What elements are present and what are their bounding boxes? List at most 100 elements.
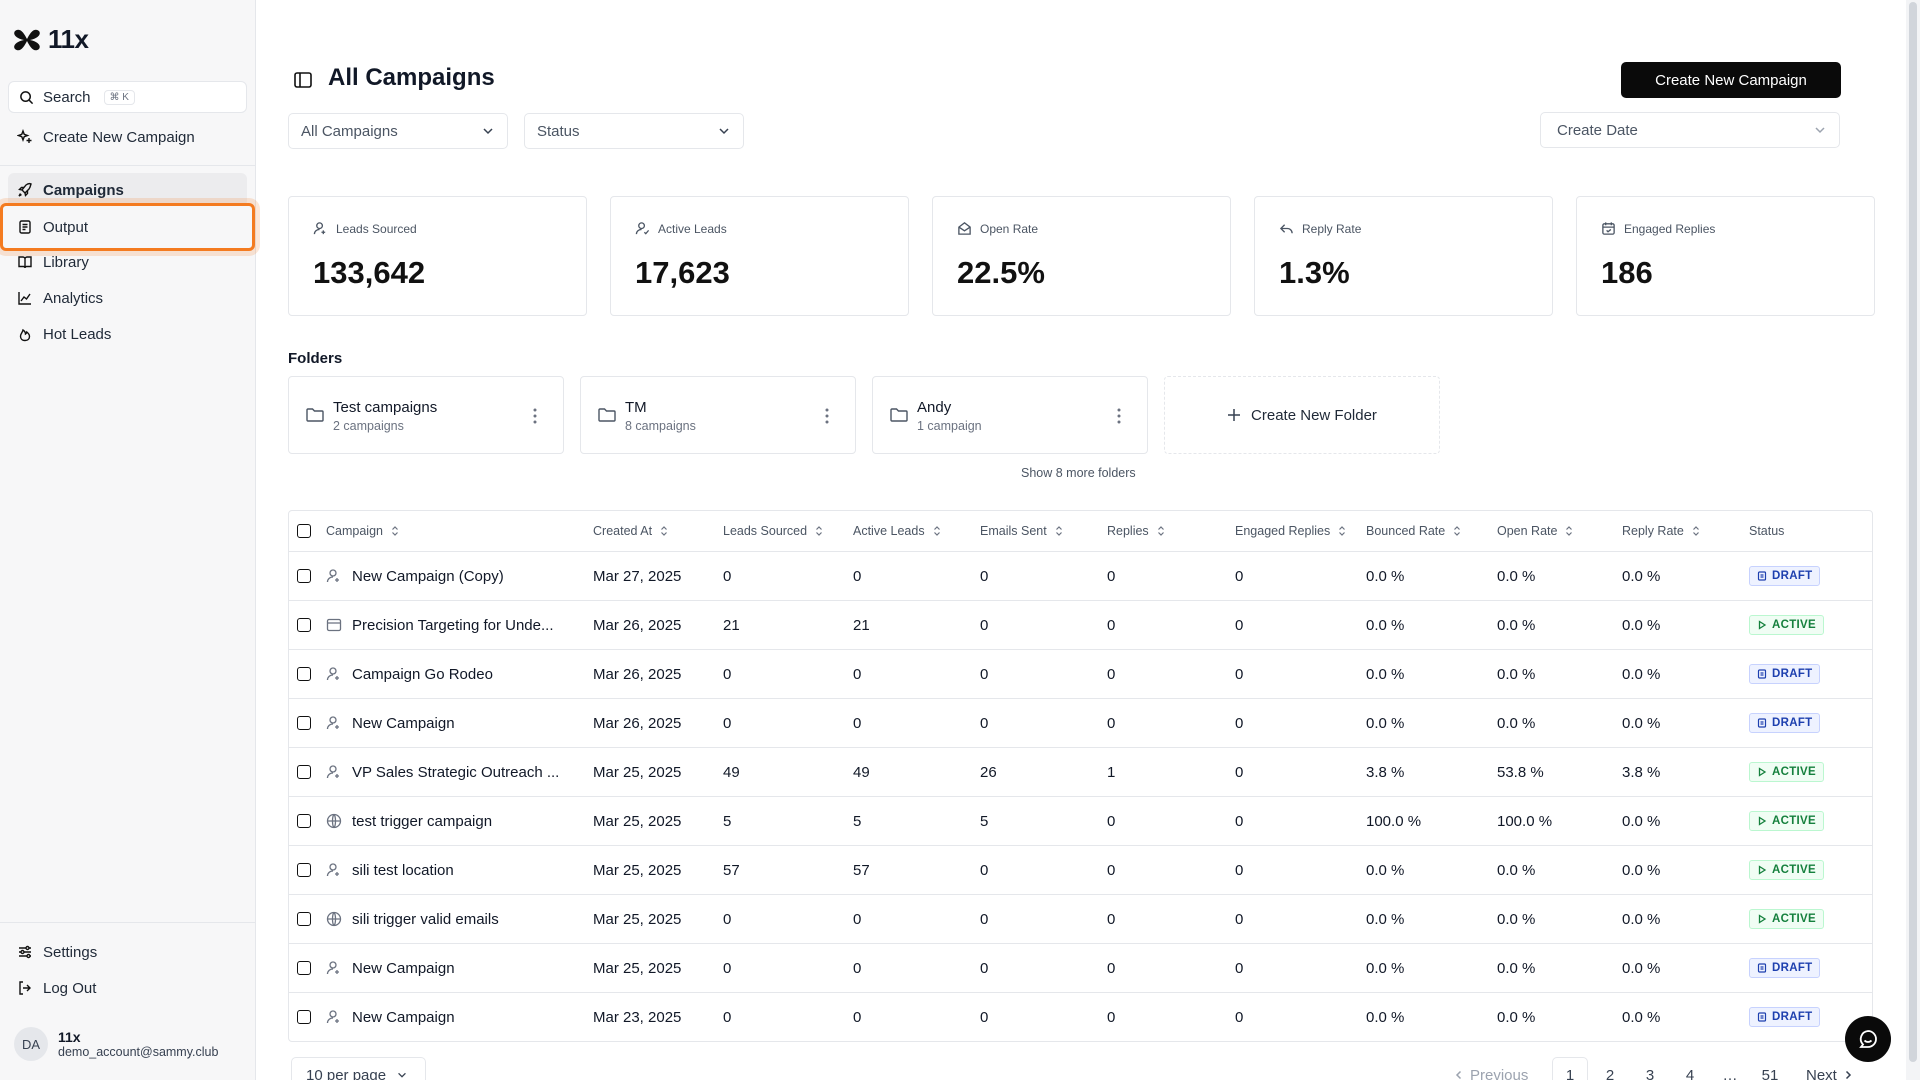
column-header-emails-sent[interactable]: Emails Sent: [980, 511, 1063, 551]
folder-card[interactable]: Test campaigns 2 campaigns: [288, 376, 564, 454]
cell-open: 0.0 %: [1497, 959, 1536, 977]
cell-created: Mar 27, 2025: [593, 567, 682, 585]
cell-active: 5: [853, 812, 862, 830]
next-page-button[interactable]: Next: [1806, 1057, 1853, 1080]
browser-icon: [326, 618, 342, 632]
user-icon: [326, 716, 339, 730]
create-campaign-button[interactable]: Create New Campaign: [1621, 62, 1841, 98]
folder-card[interactable]: Andy 1 campaign: [872, 376, 1148, 454]
column-header-replies[interactable]: Replies: [1107, 511, 1165, 551]
sidebar-item-logout[interactable]: Log Out: [8, 971, 247, 1005]
more-vertical-icon[interactable]: [533, 406, 537, 426]
cell-active: 0: [853, 1008, 862, 1026]
row-checkbox[interactable]: [297, 765, 311, 779]
table-row[interactable]: sili trigger valid emails Mar 25, 2025 0 0 0…: [289, 895, 1872, 944]
app-logo[interactable]: 11x: [12, 24, 89, 55]
sidebar-toggle-icon[interactable]: [293, 70, 313, 90]
user-profile[interactable]: DA 11x demo_account@sammy.club: [14, 1027, 218, 1061]
row-checkbox-cell: [297, 797, 311, 845]
folder-card[interactable]: TM 8 campaigns: [580, 376, 856, 454]
cell-created: Mar 25, 2025: [593, 812, 682, 830]
header-checkbox-cell: [297, 511, 311, 551]
show-more-folders-link[interactable]: Show 8 more folders: [1021, 466, 1136, 480]
campaign-cell[interactable]: New Campaign (Copy): [326, 552, 504, 600]
page-button-2[interactable]: 2: [1605, 1066, 1615, 1080]
campaign-cell[interactable]: New Campaign: [326, 944, 455, 992]
column-header-open-rate[interactable]: Open Rate: [1497, 511, 1573, 551]
row-checkbox[interactable]: [297, 667, 311, 681]
campaign-cell[interactable]: VP Sales Strategic Outreach ...: [326, 748, 559, 796]
campaign-cell[interactable]: Precision Targeting for Unde...: [326, 601, 554, 649]
folder-icon: [306, 408, 324, 422]
table-row[interactable]: test trigger campaign Mar 25, 2025 5 5 5 0 0 10…: [289, 797, 1872, 846]
table-row[interactable]: Precision Targeting for Unde... Mar 26, 2…: [289, 601, 1872, 650]
scrollbar[interactable]: [1906, 0, 1920, 1080]
sidebar-item-hot-leads[interactable]: Hot Leads: [8, 317, 247, 351]
sort-icon: [1566, 526, 1573, 536]
campaigns-filter-select[interactable]: All Campaigns: [288, 113, 508, 149]
column-header-campaign[interactable]: Campaign: [326, 511, 399, 551]
date-filter-select[interactable]: Create Date: [1540, 112, 1840, 148]
more-vertical-icon[interactable]: [1117, 406, 1121, 426]
status-cell: ACTIVE: [1749, 797, 1824, 845]
column-header-engaged-replies[interactable]: Engaged Replies: [1235, 511, 1346, 551]
row-checkbox[interactable]: [297, 863, 311, 877]
campaign-name: New Campaign: [352, 1008, 455, 1026]
table-row[interactable]: Campaign Go Rodeo Mar 26, 2025 0 0 0 0 0 0.0 % 0…: [289, 650, 1872, 699]
row-checkbox[interactable]: [297, 814, 311, 828]
column-header-reply-rate[interactable]: Reply Rate: [1622, 511, 1700, 551]
campaign-cell[interactable]: New Campaign: [326, 699, 455, 747]
more-vertical-icon[interactable]: [825, 406, 829, 426]
page-button-4[interactable]: 4: [1685, 1066, 1695, 1080]
sidebar-item-library[interactable]: Library: [8, 245, 247, 279]
cell-sent: 0: [980, 1008, 989, 1026]
create-folder-button[interactable]: Create New Folder: [1164, 376, 1440, 454]
page-button-last[interactable]: 51: [1761, 1066, 1779, 1080]
campaign-cell[interactable]: Campaign Go Rodeo: [326, 650, 493, 698]
sidebar-item-campaigns[interactable]: Campaigns: [8, 173, 247, 207]
page-button-3[interactable]: 3: [1645, 1066, 1655, 1080]
row-checkbox[interactable]: [297, 618, 311, 632]
campaign-name: sili test location: [352, 861, 454, 879]
sidebar-item-settings[interactable]: Settings: [8, 935, 247, 969]
chat-support-button[interactable]: [1845, 1016, 1891, 1062]
stat-value: 22.5%: [957, 255, 1045, 290]
search-button[interactable]: Search ⌘ K: [8, 81, 247, 113]
sidebar-create-campaign[interactable]: Create New Campaign: [8, 120, 247, 154]
status-filter-select[interactable]: Status: [524, 113, 744, 149]
stat-label-row: Leads Sourced: [313, 221, 417, 236]
cell-reply: 0.0 %: [1622, 959, 1661, 977]
row-checkbox[interactable]: [297, 716, 311, 730]
column-header-leads-sourced[interactable]: Leads Sourced: [723, 511, 823, 551]
sidebar-item-analytics[interactable]: Analytics: [8, 281, 247, 315]
stat-card-reply-rate: Reply Rate 1.3%: [1254, 196, 1553, 316]
cell-bounced: 3.8 %: [1366, 763, 1405, 781]
scrollbar-thumb[interactable]: [1909, 2, 1917, 1062]
sidebar-item-output[interactable]: Output: [0, 203, 255, 251]
table-row[interactable]: New Campaign Mar 25, 2025 0 0 0 0 0 0.0 % 0.0 % 0…: [289, 944, 1872, 993]
plus-icon: [1228, 409, 1241, 421]
cell-reply: 0.0 %: [1622, 861, 1661, 879]
column-header-created-at[interactable]: Created At: [593, 511, 668, 551]
table-row[interactable]: New Campaign Mar 26, 2025 0 0 0 0 0 0.0 % 0.0 % 0…: [289, 699, 1872, 748]
table-row[interactable]: New Campaign Mar 23, 2025 0 0 0 0 0 0.0 % 0.0 % 0…: [289, 993, 1872, 1041]
select-all-checkbox[interactable]: [297, 524, 311, 538]
row-checkbox[interactable]: [297, 1010, 311, 1024]
column-header-active-leads[interactable]: Active Leads: [853, 511, 941, 551]
per-page-select[interactable]: 10 per page: [291, 1057, 426, 1080]
status-cell: DRAFT: [1749, 944, 1821, 992]
page-button-1[interactable]: 1: [1552, 1057, 1588, 1080]
row-checkbox[interactable]: [297, 961, 311, 975]
cell-reply: 3.8 %: [1622, 763, 1661, 781]
campaign-cell[interactable]: sili test location: [326, 846, 454, 894]
table-row[interactable]: sili test location Mar 25, 2025 57 57 0 0 0 0.0…: [289, 846, 1872, 895]
campaign-cell[interactable]: sili trigger valid emails: [326, 895, 499, 943]
campaign-cell[interactable]: test trigger campaign: [326, 797, 492, 845]
previous-page-button[interactable]: Previous: [1454, 1057, 1528, 1080]
table-row[interactable]: New Campaign (Copy) Mar 27, 2025 0 0 0 0 0 0.0 …: [289, 552, 1872, 601]
row-checkbox[interactable]: [297, 569, 311, 583]
column-header-bounced-rate[interactable]: Bounced Rate: [1366, 511, 1461, 551]
row-checkbox[interactable]: [297, 912, 311, 926]
campaign-cell[interactable]: New Campaign: [326, 993, 455, 1041]
table-row[interactable]: VP Sales Strategic Outreach ... Mar 25, 2…: [289, 748, 1872, 797]
